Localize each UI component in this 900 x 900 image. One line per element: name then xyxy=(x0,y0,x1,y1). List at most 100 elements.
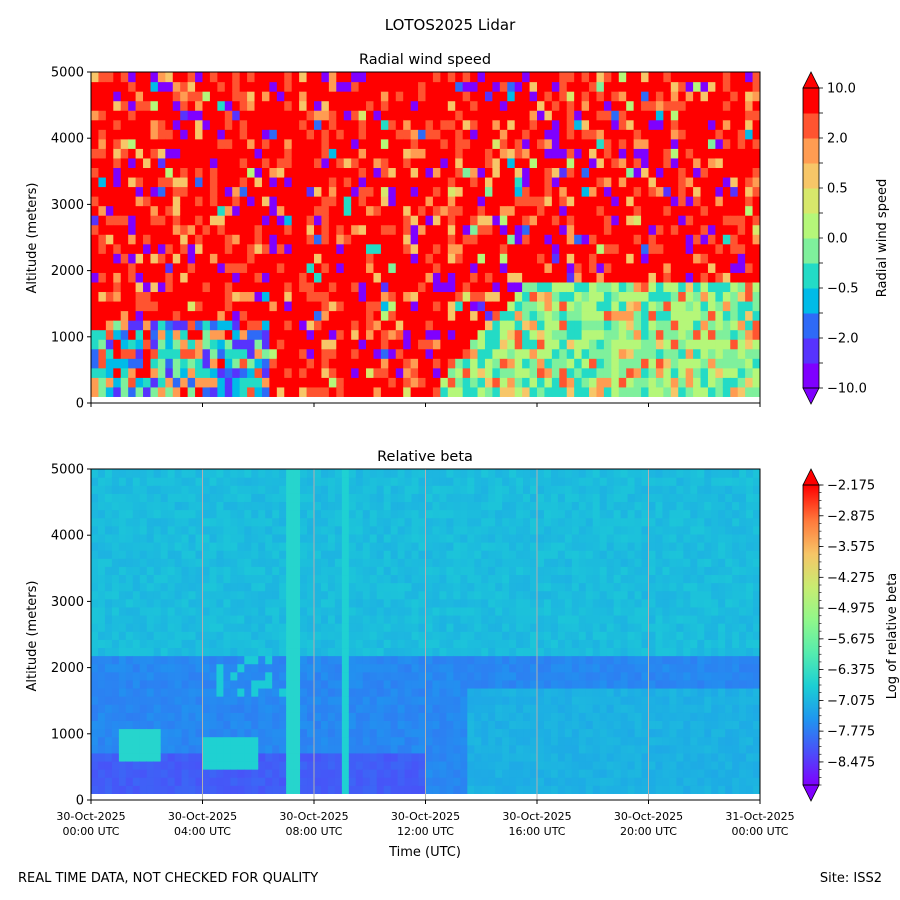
relative-beta-cell xyxy=(411,550,420,559)
radial-wind-cell xyxy=(603,339,612,350)
radial-wind-cell xyxy=(172,339,181,350)
relative-beta-cell xyxy=(390,752,399,762)
radial-wind-cell xyxy=(522,91,531,102)
radial-wind-cell xyxy=(529,377,538,388)
radial-wind-cell xyxy=(529,110,538,121)
radial-wind-cell xyxy=(195,348,204,359)
relative-beta-cell xyxy=(244,517,252,527)
radial-wind-cell xyxy=(232,129,241,140)
relative-beta-cell xyxy=(265,720,273,730)
radial-wind-cell xyxy=(737,367,746,378)
radial-wind-cell xyxy=(321,196,330,207)
radial-wind-cell xyxy=(566,339,575,350)
relative-beta-cell xyxy=(244,647,252,657)
radial-wind-cell xyxy=(470,176,479,188)
radial-wind-cell xyxy=(269,138,278,149)
radial-wind-cell xyxy=(715,291,724,302)
radial-wind-cell xyxy=(217,81,226,92)
radial-wind-cell xyxy=(321,367,330,378)
relative-beta-cell xyxy=(216,533,225,543)
radial-wind-cell xyxy=(603,358,612,369)
radial-wind-cell xyxy=(559,224,568,235)
radial-wind-cell xyxy=(143,329,152,340)
radial-wind-cell xyxy=(522,72,531,83)
relative-beta-cell xyxy=(97,582,106,592)
radial-wind-cell xyxy=(574,186,583,197)
relative-beta-cell xyxy=(97,671,106,681)
relative-beta-cell xyxy=(251,663,259,673)
radial-wind-cell xyxy=(611,291,620,302)
relative-beta-cell xyxy=(258,541,266,551)
relative-beta-cell xyxy=(188,696,197,705)
radial-wind-cell xyxy=(232,167,241,178)
radial-wind-cell xyxy=(745,253,754,264)
relative-beta-cell xyxy=(125,533,134,543)
relative-beta-cell xyxy=(279,623,287,632)
radial-wind-cell xyxy=(715,110,724,121)
radial-wind-cell xyxy=(172,386,181,397)
radial-wind-cell xyxy=(641,186,650,197)
relative-beta-cell xyxy=(334,663,343,673)
radial-wind-cell xyxy=(484,234,493,245)
radial-wind-cell xyxy=(202,110,211,121)
radial-wind-cell xyxy=(566,215,575,226)
radial-wind-cell xyxy=(232,339,241,350)
relative-beta-cell xyxy=(397,647,406,657)
relative-beta-cell xyxy=(104,769,113,778)
relative-beta-cell xyxy=(139,639,148,649)
relative-beta-cell xyxy=(160,623,169,632)
radial-wind-cell xyxy=(395,300,404,312)
radial-wind-cell xyxy=(492,358,501,369)
radial-wind-cell xyxy=(737,253,746,264)
radial-wind-cell xyxy=(232,377,241,388)
radial-wind-cell xyxy=(143,205,152,216)
relative-beta-cell xyxy=(174,614,183,624)
relative-beta-cell xyxy=(216,566,225,576)
radial-wind-cell xyxy=(269,110,278,121)
radial-wind-cell xyxy=(641,386,650,397)
radial-wind-cell xyxy=(380,386,389,397)
relative-beta-cell xyxy=(230,679,238,689)
relative-beta-cell xyxy=(397,541,406,551)
radial-wind-cell xyxy=(678,243,687,254)
relative-beta-cell xyxy=(362,671,371,681)
relative-beta-cell xyxy=(286,655,294,665)
radial-wind-cell xyxy=(559,186,568,197)
relative-beta-cell xyxy=(327,728,336,738)
relative-beta-cell xyxy=(404,655,413,665)
radial-wind-cell xyxy=(581,176,590,188)
radial-wind-cell xyxy=(314,291,323,302)
relative-beta-cell xyxy=(181,509,190,519)
relative-beta-cell xyxy=(251,712,259,721)
relative-beta-cell xyxy=(300,704,308,713)
relative-beta-cell xyxy=(376,493,385,503)
radial-wind-cell xyxy=(447,196,456,207)
radial-wind-cell xyxy=(648,281,657,293)
relative-beta-cell xyxy=(265,679,273,689)
radial-wind-cell xyxy=(299,196,308,207)
radial-wind-cell xyxy=(752,91,760,102)
radial-wind-cell xyxy=(358,157,367,169)
relative-beta-cell xyxy=(174,679,183,689)
radial-wind-cell xyxy=(128,157,137,169)
relative-beta-cell xyxy=(223,777,231,786)
radial-wind-cell xyxy=(343,176,352,188)
radial-wind-cell xyxy=(195,386,204,397)
radial-wind-cell xyxy=(328,329,337,340)
relative-beta-cell xyxy=(188,525,197,535)
radial-wind-cell xyxy=(418,358,427,369)
relative-beta-cell xyxy=(376,696,385,705)
relative-beta-cell xyxy=(362,704,371,713)
radial-wind-cell xyxy=(477,148,486,159)
relative-beta-cell xyxy=(223,785,231,794)
relative-beta-cell xyxy=(286,623,294,632)
radial-wind-cell xyxy=(388,186,397,197)
relative-beta-cell xyxy=(411,704,420,713)
radial-wind-cell xyxy=(566,262,575,273)
relative-beta-cell xyxy=(362,696,371,705)
radial-wind-cell xyxy=(239,91,248,102)
radial-wind-cell xyxy=(172,234,181,245)
radial-wind-cell xyxy=(321,72,330,83)
radial-wind-cell xyxy=(98,243,107,254)
radial-wind-cell xyxy=(306,167,315,178)
